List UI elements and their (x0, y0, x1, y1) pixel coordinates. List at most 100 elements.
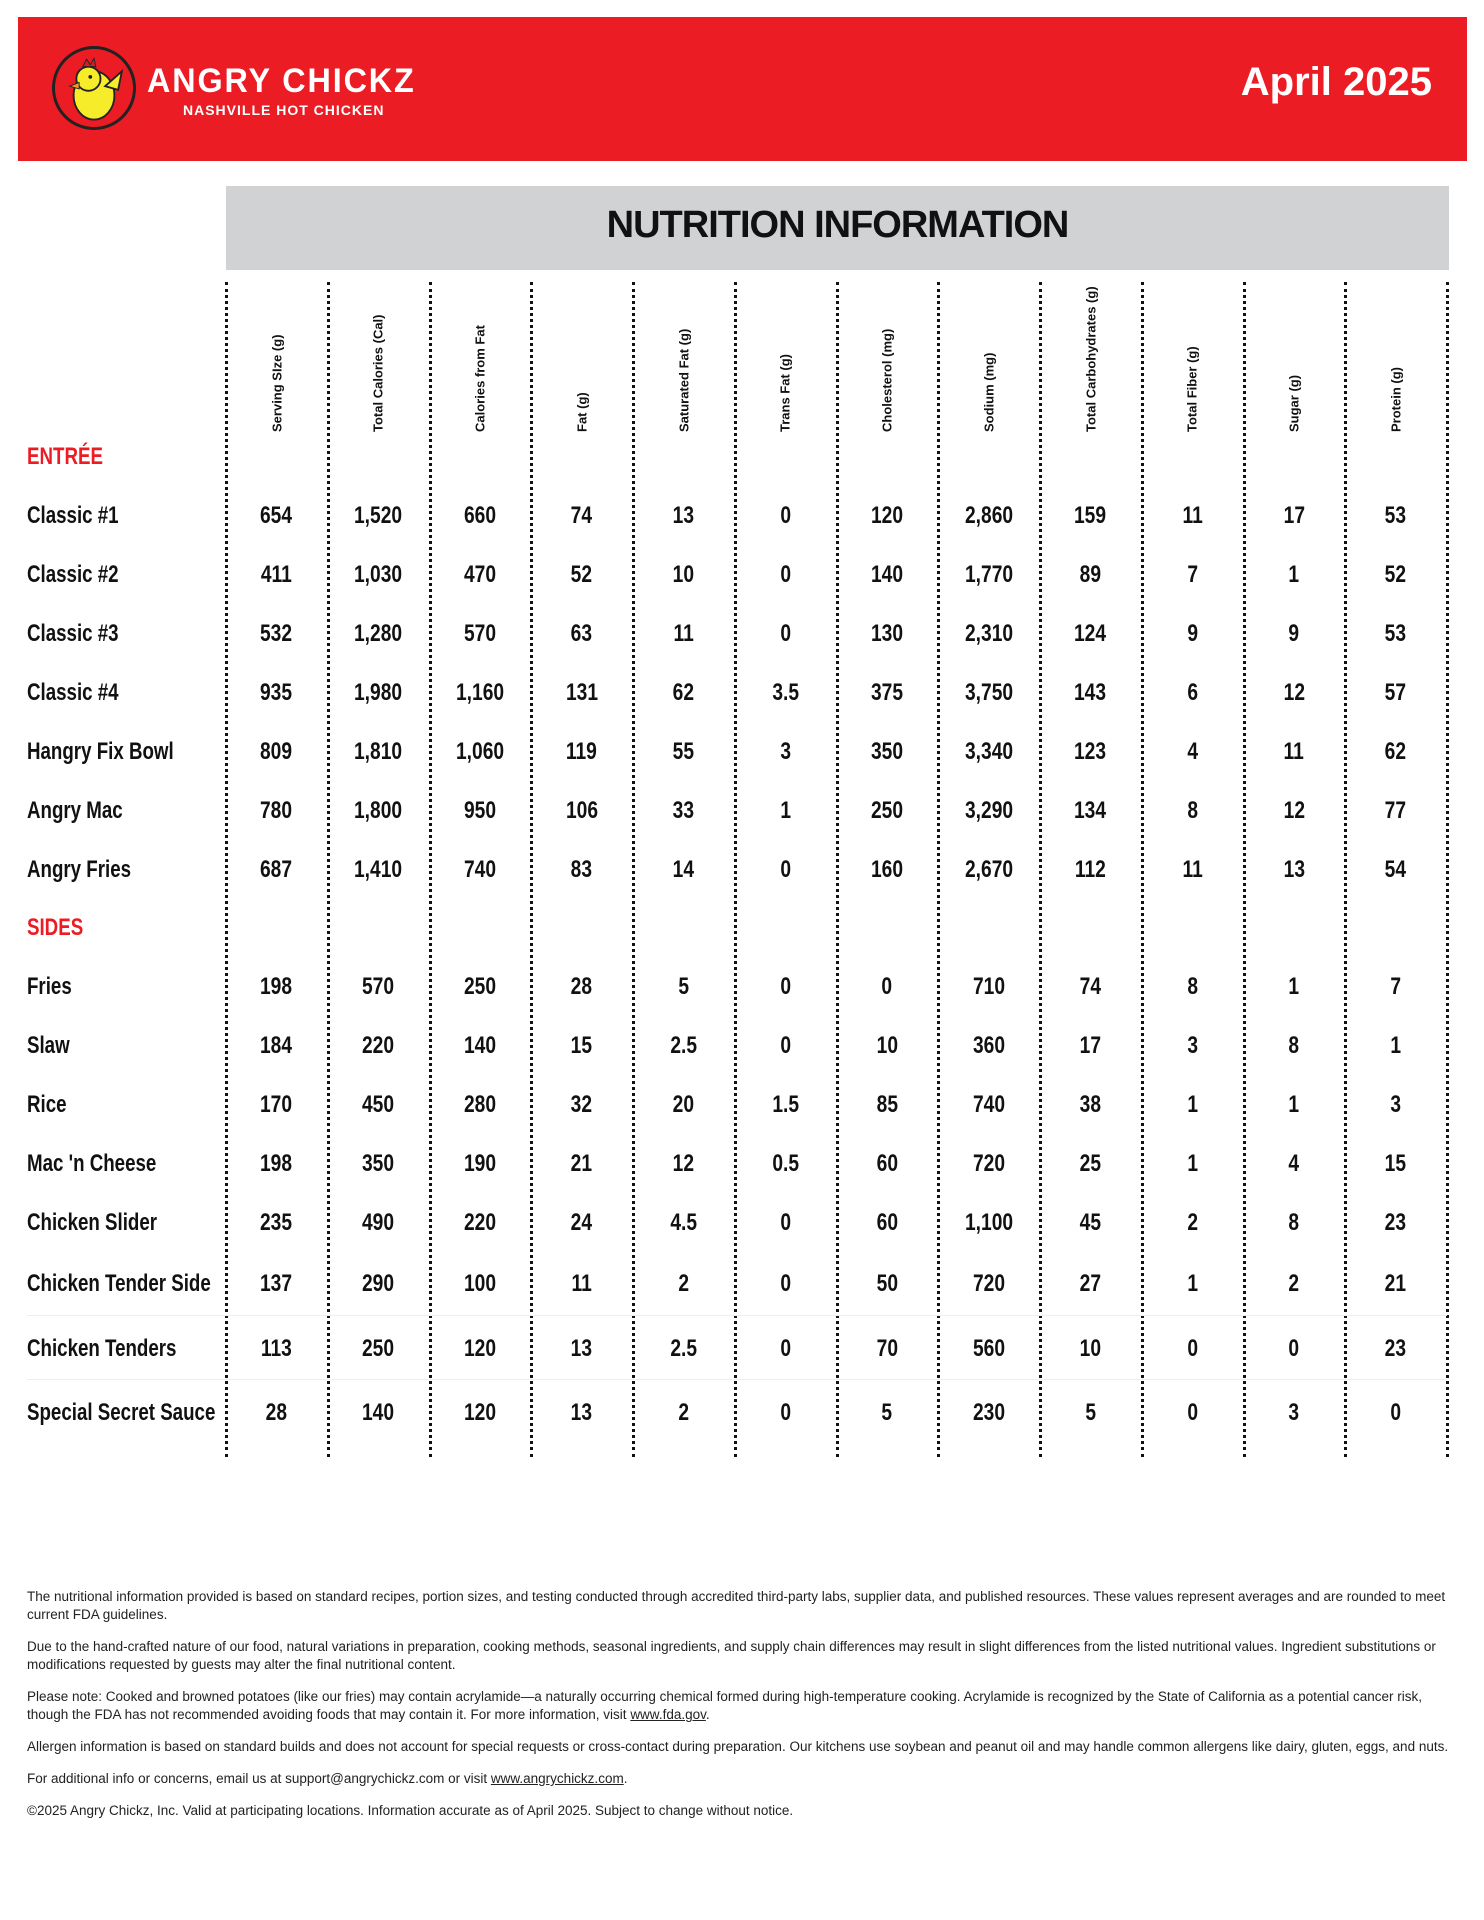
table-cell: 1,770 (938, 561, 1039, 589)
column-divider (1140, 282, 1144, 1457)
table-cell: 140 (328, 1399, 429, 1427)
cell-value: 160 (870, 856, 904, 883)
cell-value: 9 (1288, 620, 1300, 647)
cell-value: 280 (463, 1091, 497, 1118)
section-label: SIDES (27, 914, 84, 941)
table-cell: 470 (430, 561, 531, 589)
cell-value: 74 (571, 502, 593, 529)
brand-name: ANGRY CHICKZ (147, 62, 416, 100)
footer-notes: The nutritional information provided is … (27, 1588, 1462, 1834)
cell-value: 687 (260, 856, 293, 883)
cell-value: 560 (972, 1335, 1005, 1362)
row-label: Angry Fries (27, 856, 132, 883)
cell-value: 52 (1385, 561, 1407, 588)
table-cell: 143 (1040, 679, 1141, 707)
cell-value: 53 (1385, 620, 1407, 647)
table-cell: 123 (1040, 738, 1141, 766)
page-title: NUTRITION INFORMATION (606, 204, 1070, 246)
table-cell: 0 (1142, 1399, 1243, 1427)
table-cell: 32 (531, 1091, 632, 1119)
column-header: Total Fiber (g) (1142, 270, 1243, 432)
cell-value: 2.5 (670, 1335, 697, 1362)
cell-value: 0 (779, 620, 791, 647)
table-cell: 290 (328, 1270, 429, 1298)
table-cell: 11 (633, 620, 734, 648)
table-cell: 23 (1345, 1335, 1446, 1363)
column-header-label: Trans Fat (g) (777, 353, 793, 432)
table-cell: 5 (837, 1399, 938, 1427)
table-cell: 230 (938, 1399, 1039, 1427)
table-cell: 3 (1345, 1091, 1446, 1119)
cell-value: 143 (1074, 679, 1107, 706)
cell-value: 120 (463, 1335, 497, 1362)
table-cell: 3,750 (938, 679, 1039, 707)
cell-value: 1,770 (964, 561, 1013, 588)
table-cell: 113 (226, 1335, 327, 1363)
table-cell: 4 (1142, 738, 1243, 766)
cell-value: 0 (779, 1399, 791, 1426)
column-divider (1242, 282, 1246, 1457)
cell-value: 17 (1283, 502, 1305, 529)
cell-value: 13 (1283, 856, 1305, 883)
table-cell: 33 (633, 797, 734, 825)
cell-value: 4 (1288, 1150, 1300, 1177)
table-cell: 5 (633, 973, 734, 1001)
cell-value: 83 (571, 856, 593, 883)
table-cell: 6 (1142, 679, 1243, 707)
cell-value: 1 (1186, 1091, 1198, 1118)
table-cell: 21 (531, 1150, 632, 1178)
row-label: Angry Mac (27, 797, 123, 824)
table-cell: 8 (1142, 973, 1243, 1001)
table-cell: 740 (938, 1091, 1039, 1119)
cell-value: 32 (571, 1091, 593, 1118)
column-header-label: Sugar (g) (1286, 374, 1302, 432)
footer-copyright: ©2025 Angry Chickz, Inc. Valid at partic… (27, 1803, 794, 1818)
cell-value: 950 (463, 797, 497, 824)
table-cell: 124 (1040, 620, 1141, 648)
cell-value: 1,810 (354, 738, 403, 765)
cell-value: 5 (1085, 1399, 1096, 1426)
cell-value: 11 (1182, 502, 1203, 529)
table-cell: 0 (735, 502, 836, 530)
cell-value: 4.5 (670, 1209, 697, 1236)
cell-value: 54 (1385, 856, 1407, 883)
cell-value: 1 (1390, 1032, 1402, 1059)
table-cell: 780 (226, 797, 327, 825)
cell-value: 532 (260, 620, 293, 647)
cell-value: 85 (876, 1091, 898, 1118)
website-link[interactable]: www.angrychickz.com (490, 1771, 624, 1786)
table-cell: 11 (1142, 856, 1243, 884)
table-cell: 100 (430, 1270, 531, 1298)
cell-value: 62 (672, 679, 695, 706)
table-cell: 45 (1040, 1209, 1141, 1237)
cell-value: 2 (678, 1270, 689, 1297)
cell-value: 1,280 (354, 620, 403, 647)
cell-value: 8 (1186, 797, 1198, 824)
cell-value: 24 (571, 1209, 593, 1236)
header-banner (18, 17, 1467, 161)
footer-note-variations: Due to the hand-crafted nature of our fo… (27, 1639, 1436, 1672)
fda-link[interactable]: www.fda.gov (630, 1707, 706, 1722)
cell-value: 0 (1186, 1335, 1198, 1362)
table-cell: 28 (226, 1399, 327, 1427)
table-cell: 77 (1345, 797, 1446, 825)
table-cell: 250 (328, 1335, 429, 1363)
row-label: Hangry Fix Bowl (27, 738, 174, 765)
cell-value: 5 (678, 973, 689, 1000)
table-cell: 8 (1244, 1032, 1345, 1060)
column-header-label: Saturated Fat (g) (676, 328, 691, 432)
brand-tagline: NASHVILLE HOT CHICKEN (183, 102, 385, 118)
table-cell: 13 (1244, 856, 1345, 884)
column-header: Fat (g) (531, 270, 632, 432)
column-header-label: Fat (g) (574, 392, 590, 432)
table-cell: 1 (1345, 1032, 1446, 1060)
footer-note-acrylamide: Please note: Cooked and browned potatoes… (27, 1689, 1422, 1722)
table-cell: 28 (531, 973, 632, 1001)
cell-value: 140 (870, 561, 904, 588)
table-cell: 137 (226, 1270, 327, 1298)
table-cell: 0 (735, 1032, 836, 1060)
cell-value: 935 (260, 679, 293, 706)
table-cell: 950 (430, 797, 531, 825)
row-label: Slaw (27, 1032, 70, 1059)
cell-value: 0 (779, 1209, 791, 1236)
